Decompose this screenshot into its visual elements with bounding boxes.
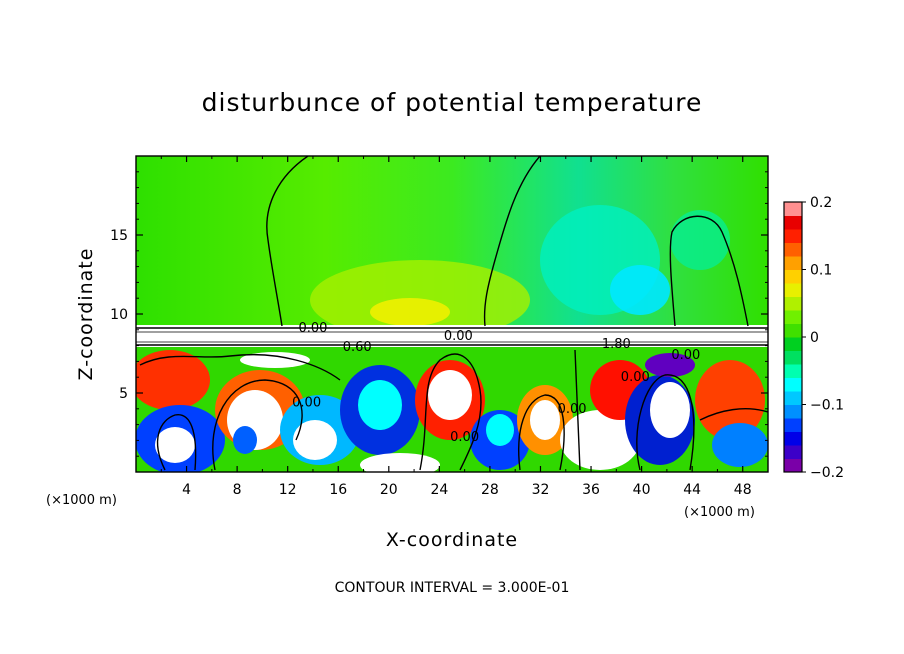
colorbar-swatch — [784, 269, 802, 284]
turbulent-layer — [136, 347, 768, 472]
contour-label: 1.80 — [602, 337, 631, 352]
x-tick-label: 28 — [481, 482, 499, 498]
colorbar-swatch — [784, 445, 802, 459]
x-axis: 4 8 12 16 20 24 28 32 36 40 44 48 — [160, 156, 752, 498]
colorbar-swatch — [784, 458, 802, 473]
contour-label: 0.00 — [558, 402, 587, 417]
colorbar-swatch — [784, 350, 802, 365]
x-tick-label: 20 — [380, 482, 398, 498]
x-tick-label: 44 — [683, 482, 701, 498]
x-tick-label: 36 — [582, 482, 600, 498]
x-tick-label: 4 — [182, 482, 191, 498]
x-tick-label: 48 — [734, 482, 752, 498]
colorbar-tick-label: 0 — [810, 330, 819, 346]
colorbar-swatch — [784, 377, 802, 392]
x-tick-label: 16 — [329, 482, 347, 498]
colorbar-ticks: 0.2 0.1 0 −0.1 −0.2 — [802, 195, 844, 481]
contour-interval-note: CONTOUR INTERVAL = 3.000E-01 — [335, 580, 570, 596]
x-tick-label: 24 — [430, 482, 448, 498]
inversion-band — [136, 325, 768, 347]
colorbar-swatch — [784, 256, 802, 270]
contour-label: 0.00 — [621, 370, 650, 385]
x-tick-label: 40 — [633, 482, 651, 498]
colorbar-tick-label: −0.2 — [810, 465, 844, 481]
warm-core — [370, 298, 450, 326]
colorbar-swatch — [784, 404, 802, 419]
contour-label: 0.60 — [343, 340, 372, 355]
colorbar-swatch — [784, 283, 802, 297]
colorbar-swatch — [784, 391, 802, 405]
y-axis-title: Z-coordinate — [75, 248, 97, 381]
contour-lines — [139, 156, 768, 471]
colorbar-tick-label: −0.1 — [810, 398, 844, 414]
contour-labels: 0.00 0.60 0.00 1.80 0.00 0.00 0.00 0.00 0.00 — [292, 321, 700, 445]
contour-label: 0.00 — [292, 395, 321, 410]
colorbar-swatch — [784, 215, 802, 230]
y-tick-label: 15 — [110, 228, 128, 244]
cool-patch-right — [670, 210, 730, 270]
contour-label: 0.00 — [444, 329, 473, 344]
x-tick-label: 8 — [233, 482, 242, 498]
contour-label: 0.00 — [450, 430, 479, 445]
x-tick-label: 32 — [532, 482, 550, 498]
colorbar-swatch — [784, 310, 802, 324]
x-axis-title: X-coordinate — [386, 529, 518, 551]
colorbar-swatch — [784, 202, 802, 216]
contour-label: 0.00 — [298, 321, 327, 336]
colorbar-tick-label: 0.2 — [810, 195, 832, 211]
colorbar-swatch — [784, 418, 802, 432]
y-tick-label: 10 — [110, 307, 128, 323]
colorbar-tick-label: 0.1 — [810, 263, 832, 279]
contour-label: 0.00 — [671, 348, 700, 363]
y-tick-label: 5 — [119, 386, 128, 402]
colorbar — [783, 201, 803, 473]
y-axis: 5 10 15 — [110, 171, 768, 457]
x-unit-left: (×1000 m) — [46, 493, 117, 508]
x-unit-right: (×1000 m) — [684, 505, 755, 520]
colorbar-swatch — [784, 242, 802, 257]
colorbar-swatch — [784, 323, 802, 338]
plot-area — [136, 156, 768, 472]
cool-core — [610, 265, 670, 315]
colorbar-swatch — [784, 296, 802, 311]
colorbar-swatch — [784, 337, 802, 351]
x-tick-label: 12 — [279, 482, 297, 498]
colorbar-swatch — [784, 431, 802, 446]
chart-title: disturbunce of potential temperature — [202, 88, 703, 117]
colorbar-swatch — [784, 364, 802, 378]
colorbar-swatch — [784, 229, 802, 243]
